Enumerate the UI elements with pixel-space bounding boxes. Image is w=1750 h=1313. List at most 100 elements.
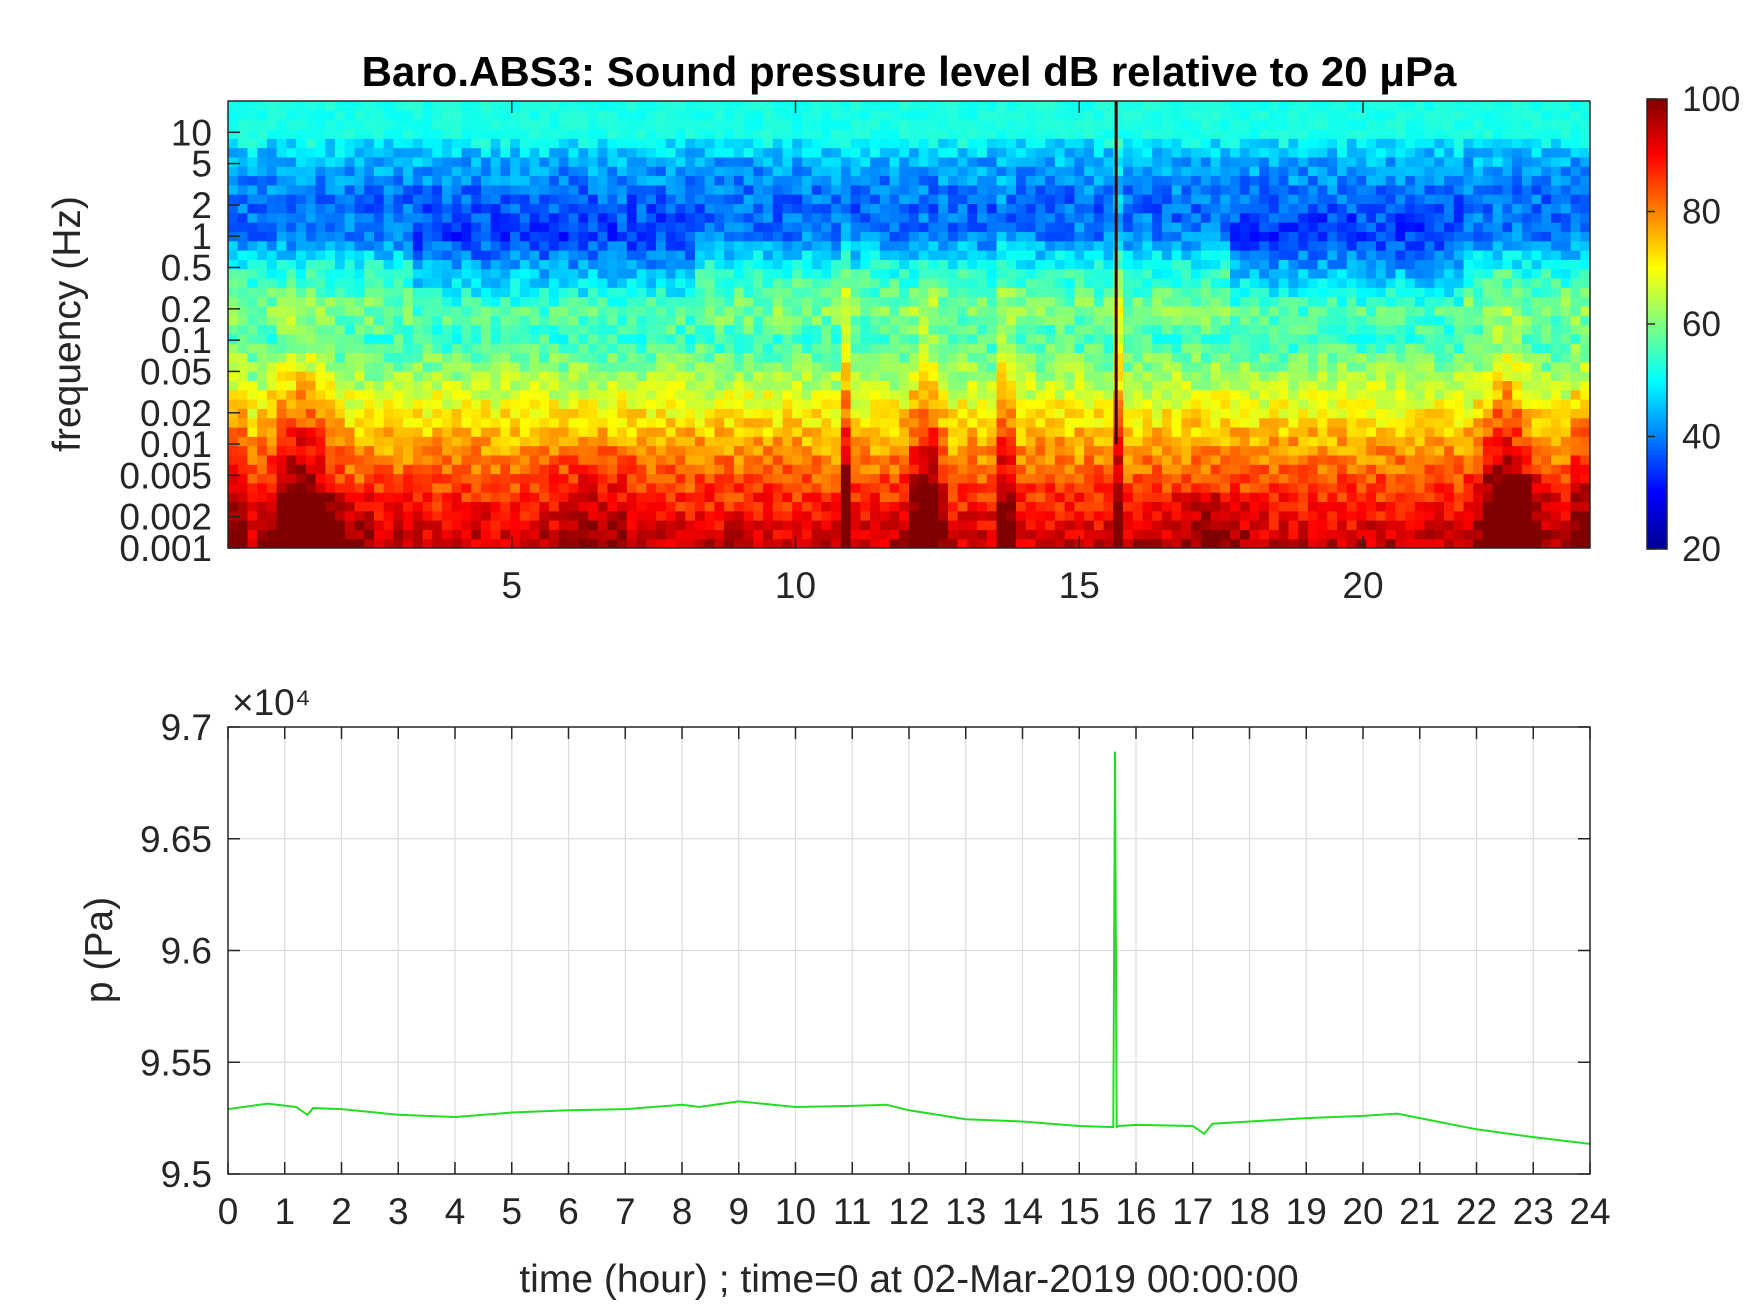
spectrogram-cell	[266, 128, 278, 139]
spectrogram-cell	[296, 538, 307, 548]
spectrogram-cell	[578, 101, 589, 111]
spectrogram-cell	[276, 408, 287, 419]
spectrogram-cell	[1161, 538, 1173, 548]
spectrogram-cell	[733, 231, 745, 242]
spectrogram-cell	[228, 268, 239, 279]
spectrogram-cell	[870, 361, 881, 372]
spectrogram-cell	[442, 352, 453, 363]
spectrogram-cell	[247, 352, 258, 363]
spectrogram-cell	[296, 222, 307, 232]
spectrogram-cell	[1152, 212, 1163, 223]
spectrogram-cell	[617, 510, 628, 521]
spectrogram-cell	[870, 315, 881, 326]
spectrogram-cell	[432, 194, 443, 205]
spectrogram-cell	[646, 538, 657, 548]
spectrogram-cell	[626, 184, 638, 195]
spectrogram-cell	[996, 520, 1007, 530]
spectrogram-cell	[1084, 371, 1095, 381]
spectrogram-cell	[811, 399, 823, 409]
spectrogram-cell	[947, 371, 959, 381]
spectrogram-cell	[471, 380, 482, 391]
spectrogram-cell	[1093, 445, 1105, 456]
spectrogram-cell	[840, 203, 852, 214]
spectrogram-cell	[1220, 361, 1231, 372]
spectrogram-cell	[918, 333, 930, 344]
spectrogram-cell	[996, 315, 1007, 326]
spectrogram-cell	[344, 380, 356, 391]
spectrogram-cell	[315, 352, 326, 363]
spectrogram-cell	[442, 408, 453, 419]
spectrogram-cell	[986, 287, 998, 298]
spectrogram-cell	[305, 110, 317, 121]
spectrogram-cell	[840, 352, 852, 363]
spectrogram-cell	[1191, 166, 1202, 177]
spectrogram-cell	[344, 231, 356, 242]
spectrogram-cell	[549, 343, 560, 354]
spectrogram-cell	[626, 277, 638, 288]
spectrogram-cell	[1074, 250, 1085, 260]
spectrogram-cell	[422, 119, 433, 130]
spectrogram-cell	[500, 128, 511, 139]
spectrogram-cell	[763, 194, 774, 205]
spectrogram-cell	[393, 343, 404, 354]
spectrogram-cell	[1181, 408, 1192, 419]
spectrogram-cell	[928, 212, 939, 223]
spectrogram-cell	[1064, 399, 1075, 409]
spectrogram-cell	[364, 277, 375, 288]
spectrogram-cell	[412, 175, 424, 186]
spectrogram-cell	[1103, 119, 1114, 130]
spectrogram-cell	[899, 399, 910, 409]
spectrogram-cell	[500, 482, 511, 493]
spectrogram-cell	[247, 259, 258, 270]
spectrogram-cell	[1064, 380, 1075, 391]
spectrogram-cell	[578, 520, 589, 530]
spectrogram-cell	[626, 203, 638, 214]
spectrogram-cell	[1152, 454, 1163, 465]
spectrogram-cell	[276, 277, 287, 288]
spectrogram-cell	[714, 231, 725, 242]
spectrogram-cell	[617, 464, 628, 475]
spectrogram-cell	[344, 538, 356, 548]
spectrogram-cell	[656, 454, 667, 465]
spectrogram-cell	[694, 119, 706, 130]
spectrogram-cell	[344, 203, 356, 214]
spectrogram-cell	[1025, 538, 1037, 548]
spectrogram-cell	[801, 445, 813, 456]
spectrogram-cell	[889, 464, 900, 475]
spectrogram-cell	[772, 156, 784, 167]
spectrogram-cell	[1064, 166, 1075, 177]
spectrogram-cell	[772, 445, 784, 456]
spectrogram-cell	[694, 482, 706, 493]
spectrogram-cell	[1025, 231, 1037, 242]
spectrogram-cell	[237, 371, 249, 381]
spectrogram-cell	[597, 492, 609, 503]
spectrogram-cell	[510, 277, 521, 288]
spectrogram-cell	[617, 156, 628, 167]
spectrogram-cell	[558, 538, 570, 548]
spectrogram-cell	[500, 408, 511, 419]
spectrogram-cell	[879, 156, 891, 167]
spectrogram-cell	[510, 166, 521, 177]
spectrogram-cell	[879, 110, 891, 121]
spectrogram-cell	[500, 464, 511, 475]
spectrogram-cell	[587, 538, 599, 548]
spectrogram-cell	[753, 408, 764, 419]
spectrogram-cell	[568, 529, 579, 540]
spectrogram-cell	[1210, 371, 1221, 381]
spectrogram-cell	[947, 464, 959, 475]
spectrogram-cell	[1054, 315, 1066, 326]
spectrogram-cell	[840, 250, 852, 260]
spectrogram-cell	[1200, 203, 1212, 214]
spectrogram-cell	[335, 482, 346, 493]
spectrogram-cell	[889, 352, 900, 363]
spectrogram-cell	[286, 222, 297, 232]
spectrogram-cell	[519, 268, 531, 279]
spectrogram-cell	[587, 426, 599, 437]
spectrogram-cell	[587, 436, 599, 447]
spectrogram-cell	[801, 296, 813, 307]
spectrogram-cell	[490, 510, 501, 521]
spectrogram-cell	[393, 277, 404, 288]
spectrogram-cell	[519, 212, 531, 223]
spectrogram-cell	[626, 194, 638, 205]
spectrogram-cell	[529, 156, 540, 167]
